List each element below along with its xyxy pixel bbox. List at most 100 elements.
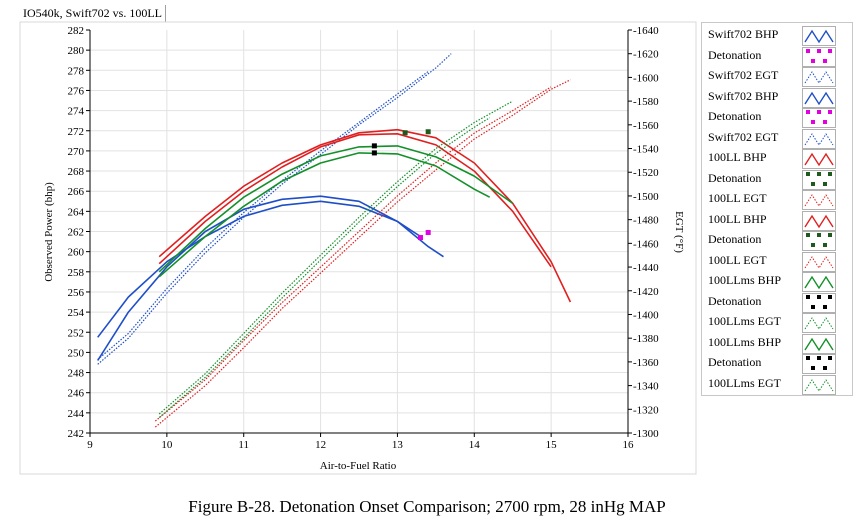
y-tick-label: 274 xyxy=(68,106,85,118)
figure-caption: Figure B-28. Detonation Onset Comparison… xyxy=(188,497,666,516)
legend-marker xyxy=(806,110,810,114)
x-axis-label: Air-to-Fuel Ratio xyxy=(320,460,397,472)
legend-item-label: Swift702 EGT xyxy=(708,68,779,82)
legend-item-label: Swift702 BHP xyxy=(708,88,779,103)
legend-marker xyxy=(817,294,821,299)
legend-marker xyxy=(828,356,832,360)
y2-tick-label: -1440 xyxy=(633,262,659,274)
legend-item-label: 100LL BHP xyxy=(708,150,767,164)
chart-plot: 9 10 11 12 13 14 15 16 242 244 246 248 250 252 254 256 2… xyxy=(19,21,697,475)
legend-line xyxy=(804,152,834,167)
legend-marker xyxy=(828,48,832,53)
legend-marker xyxy=(806,356,810,360)
legend-swatch-icon xyxy=(802,128,836,149)
legend-marker xyxy=(811,304,815,309)
legend-marker xyxy=(823,243,827,247)
legend-marker xyxy=(811,181,815,186)
legend: Swift702 BHP Detonation Swift702 EGT Swift7… xyxy=(701,22,853,396)
legend-marker xyxy=(828,233,832,237)
y2-tick-label: -1520 xyxy=(633,167,659,179)
legend-item: Detonation xyxy=(702,46,852,67)
y-tick-label: 258 xyxy=(68,267,85,279)
legend-marker xyxy=(823,120,827,124)
legend-marker xyxy=(817,171,821,176)
legend-marker xyxy=(811,243,815,247)
legend-marker xyxy=(817,233,821,237)
legend-marker xyxy=(811,366,815,370)
y-tick-label: 278 xyxy=(68,65,85,77)
series-line-17 xyxy=(158,117,491,419)
legend-swatch-icon xyxy=(802,333,836,354)
legend-marker xyxy=(806,233,810,237)
series-lines xyxy=(97,53,572,428)
legend-line xyxy=(804,378,834,392)
y2-tick-label: -1460 xyxy=(633,238,659,250)
y2-tick-label: -1640 xyxy=(633,25,659,37)
legend-item-label: Swift702 EGT xyxy=(708,129,779,144)
y2-tick-label: -1300 xyxy=(633,428,659,440)
y-tick-label: 244 xyxy=(68,408,85,420)
y-tick-label: 252 xyxy=(68,327,85,339)
x-tick-label: 16 xyxy=(623,439,635,451)
legend-marker xyxy=(806,171,810,176)
y-tick-label: 268 xyxy=(68,166,85,178)
legend-marker xyxy=(823,304,827,309)
legend-swatch-icon xyxy=(802,354,836,374)
legend-swatch-icon xyxy=(802,210,836,231)
y2-tick-label: -1360 xyxy=(633,357,659,369)
legend-item-label: 100LL EGT xyxy=(708,191,767,205)
legend-marker xyxy=(828,294,832,299)
y2-tick-label: -1420 xyxy=(633,286,659,298)
legend-swatch-icon xyxy=(802,169,836,190)
y2-tick-label: -1400 xyxy=(633,309,659,321)
legend-item: Swift702 BHP xyxy=(702,25,852,46)
y-tick-label: 242 xyxy=(68,428,85,440)
legend-item: 100LLms BHP xyxy=(702,271,852,292)
legend-line xyxy=(804,71,834,84)
legend-marker xyxy=(811,120,815,124)
legend-swatch-icon xyxy=(802,231,836,251)
legend-marker xyxy=(811,58,815,63)
legend-marker xyxy=(817,48,821,53)
y-tick-label: 248 xyxy=(68,368,85,380)
legend-item: Swift702 BHP xyxy=(702,87,852,108)
y-tick-label: 262 xyxy=(68,227,85,239)
y-tick-label: 250 xyxy=(68,347,85,359)
legend-item: Detonation xyxy=(702,292,852,313)
legend-swatch-icon xyxy=(802,149,836,169)
y2-axis-label: EGT (°F) xyxy=(673,211,685,253)
legend-line xyxy=(804,29,834,44)
legend-marker xyxy=(823,181,827,186)
legend-swatch-icon xyxy=(802,26,836,46)
legend-item-label: Detonation xyxy=(708,232,762,246)
series-line-6 xyxy=(158,128,572,303)
axes: 9 10 11 12 13 14 15 16 242 244 246 248 250 252 254 256 2… xyxy=(68,25,660,451)
legend-item-label: Detonation xyxy=(708,47,762,62)
legend-item: 100LLms BHP xyxy=(702,333,852,354)
series-line-0 xyxy=(97,195,444,361)
grid-lines xyxy=(90,30,628,433)
legend-item: Detonation xyxy=(702,169,852,190)
series-line-3 xyxy=(97,200,421,338)
legend-line xyxy=(804,132,834,146)
legend-swatch-icon xyxy=(802,87,836,108)
series-line-2 xyxy=(97,53,452,365)
legend-item: 100LL EGT xyxy=(702,251,852,272)
series-line-5 xyxy=(97,71,429,360)
legend-line xyxy=(804,194,834,207)
y-tick-label: 280 xyxy=(68,45,85,57)
series-line-8 xyxy=(154,79,571,428)
legend-item-label: 100LL EGT xyxy=(708,252,767,267)
legend-item: 100LL BHP xyxy=(702,210,852,231)
y-tick-label: 256 xyxy=(68,287,85,299)
y-tick-label: 254 xyxy=(68,307,85,319)
y2-tick-label: -1580 xyxy=(633,96,659,108)
legend-marker xyxy=(817,356,821,360)
detonation-point xyxy=(371,143,377,149)
x-tick-label: 10 xyxy=(161,439,173,451)
series-line-11 xyxy=(154,86,552,422)
legend-item-label: Detonation xyxy=(708,293,762,308)
legend-item-label: Swift702 BHP xyxy=(708,27,779,41)
legend-swatch-icon xyxy=(802,272,836,292)
legend-item: 100LLms EGT xyxy=(702,312,852,333)
